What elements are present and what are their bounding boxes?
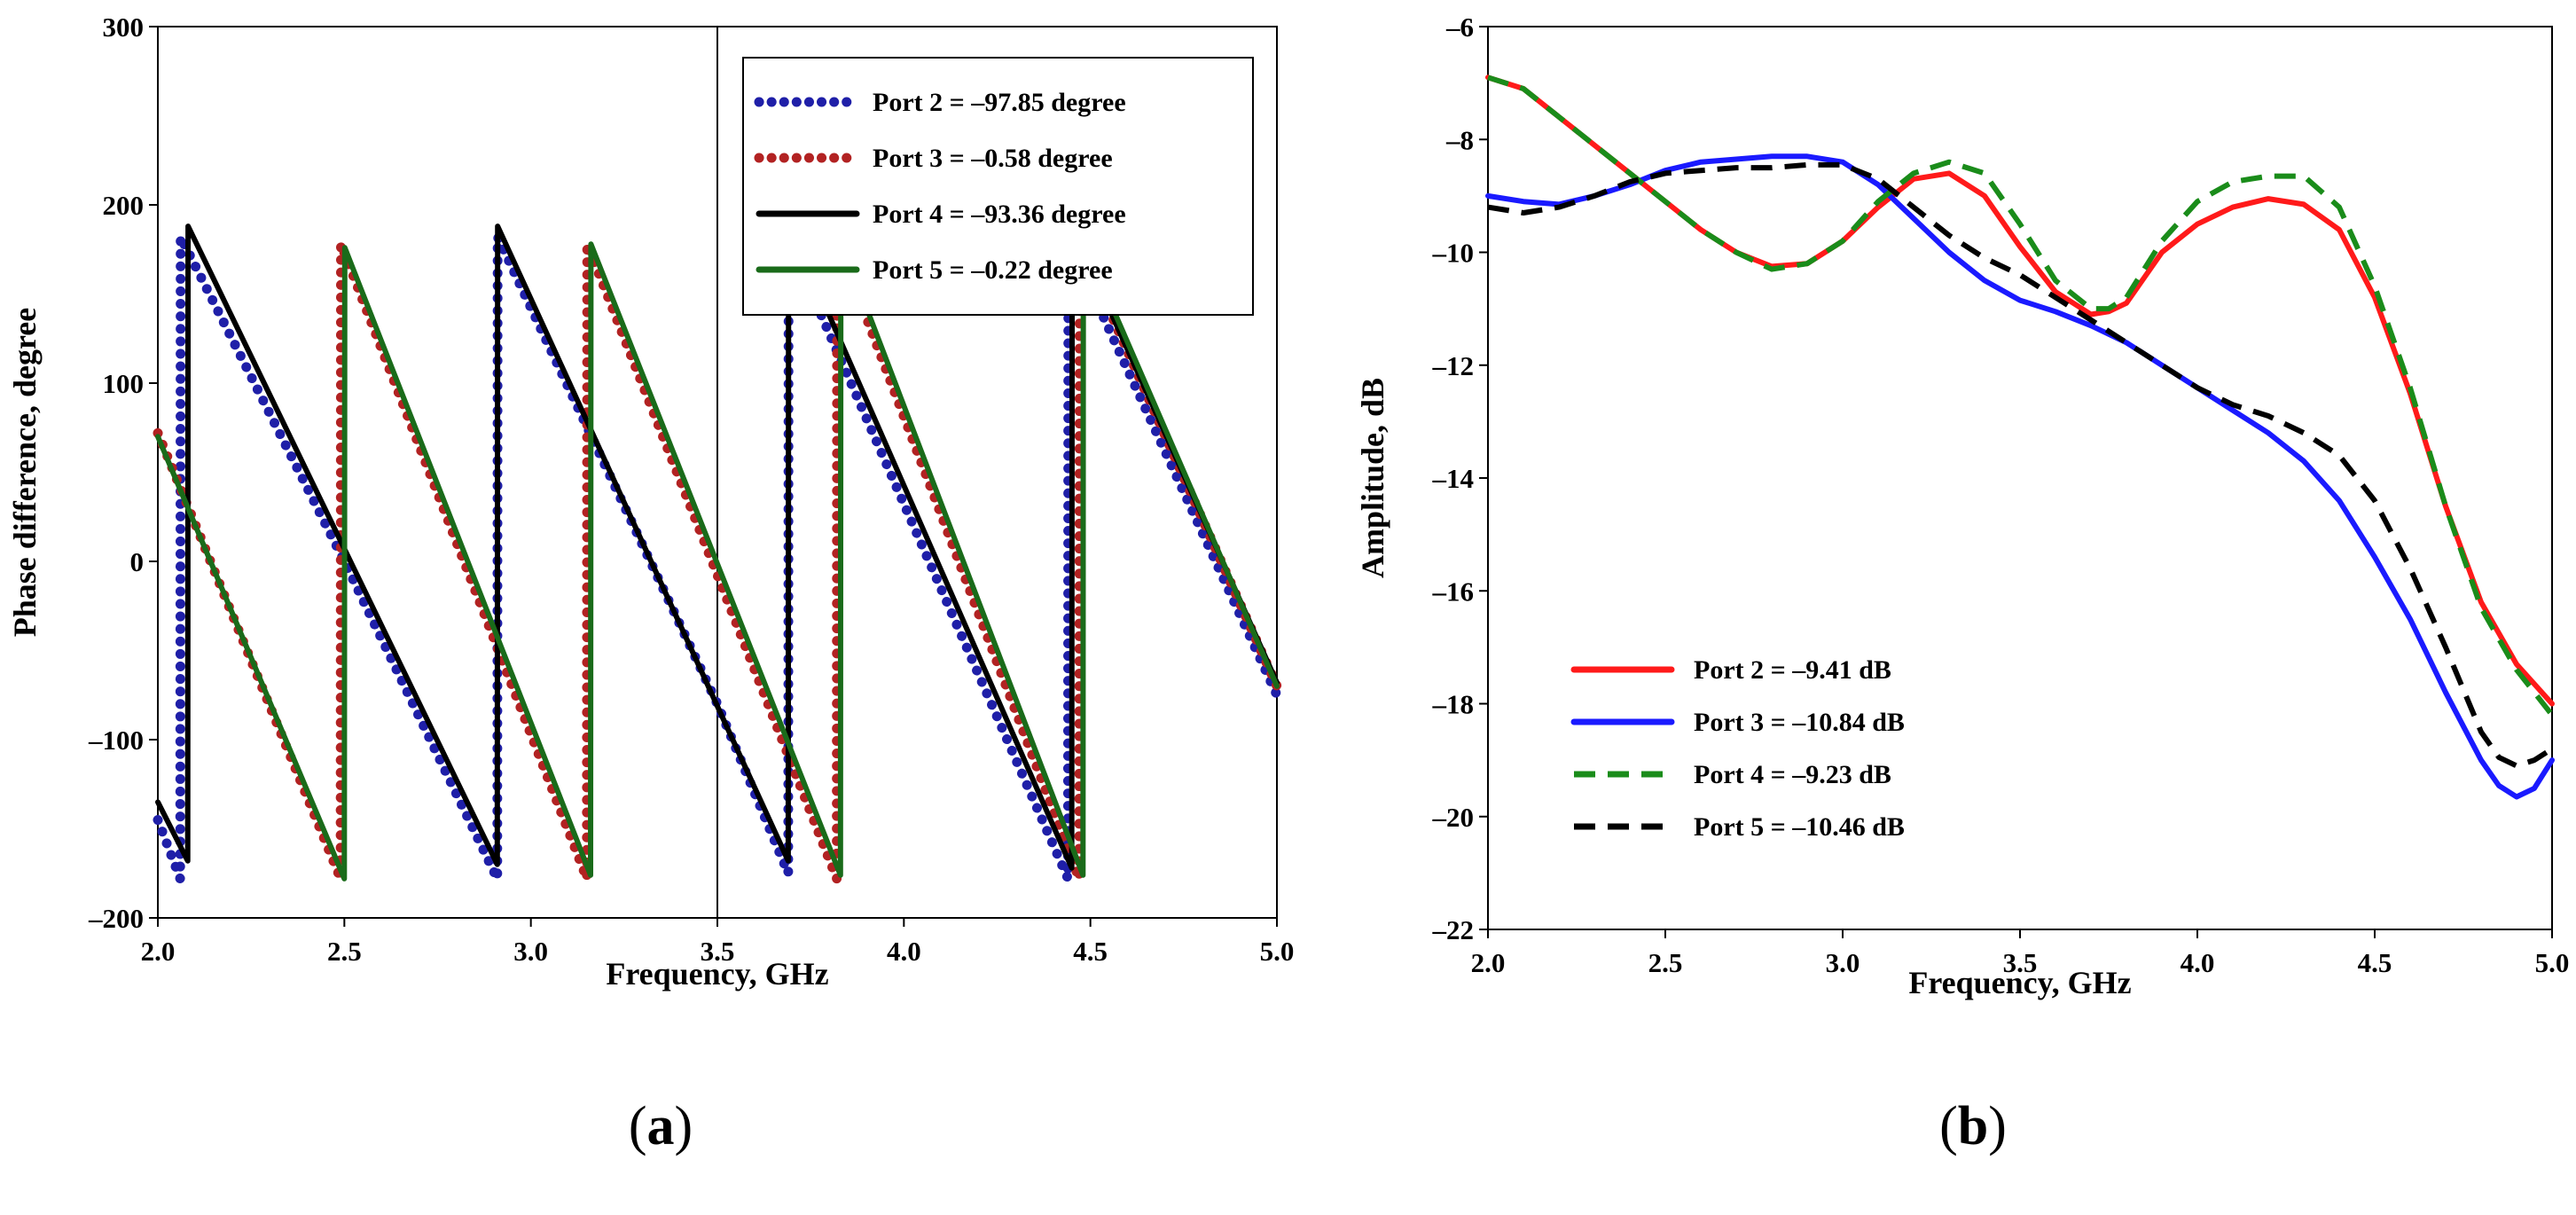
x-axis-label: Frequency, GHz bbox=[606, 956, 828, 992]
y-tick-label: 100 bbox=[103, 368, 145, 399]
x-tick-label: 3.5 bbox=[701, 936, 735, 967]
y-axis-label: Amplitude, dB bbox=[1355, 378, 1390, 578]
y-tick-label: –20 bbox=[1432, 802, 1475, 833]
x-tick-label: 2.0 bbox=[1471, 947, 1506, 978]
x-tick-label: 4.0 bbox=[2181, 947, 2215, 978]
x-tick-label: 3.5 bbox=[2003, 947, 2038, 978]
y-tick-label: –8 bbox=[1445, 124, 1474, 155]
chart-b: 2.0 2.5 3.0 3.5 4.0 4.5 5.0 –22 –20 –18 –16 –14 –12 –… bbox=[1355, 12, 2569, 1156]
y-axis-label: Phase difference, degree bbox=[7, 308, 43, 638]
x-tick-label: 3.0 bbox=[513, 936, 548, 967]
y-tick-label: –100 bbox=[88, 725, 144, 756]
x-tick-label: 3.0 bbox=[1826, 947, 1860, 978]
y-tick-label: –10 bbox=[1432, 238, 1475, 269]
panel-caption: (a) bbox=[629, 1096, 693, 1156]
y-tick-label: –200 bbox=[88, 903, 144, 934]
chart-a: 2.0 2.5 3.0 3.5 4.0 4.5 5.0 –200 –100 0 100 200 300 F… bbox=[7, 12, 1294, 1156]
series-line-5 bbox=[155, 238, 1280, 882]
plot-frame bbox=[1487, 26, 2553, 930]
x-tick-label: 4.0 bbox=[887, 936, 921, 967]
y-tick-label: –12 bbox=[1432, 350, 1475, 381]
x-tick-label: 2.0 bbox=[141, 936, 176, 967]
legend-label-3: Port 3 = –10.84 dB bbox=[1694, 708, 1905, 737]
y-tick-label: –14 bbox=[1432, 463, 1475, 494]
y-tick-label: 200 bbox=[103, 190, 145, 221]
panel-caption: (b) bbox=[1939, 1096, 2007, 1156]
legend: Port 2 = –97.85 degree Port 3 = –0.58 deg… bbox=[742, 57, 1254, 316]
x-tick-label: 4.5 bbox=[2358, 947, 2392, 978]
legend-label-5: Port 5 = –0.22 degree bbox=[873, 255, 1113, 285]
legend-label-2: Port 2 = –97.85 degree bbox=[873, 88, 1126, 117]
series-line-2 bbox=[153, 231, 1282, 884]
y-tick-label: –16 bbox=[1432, 576, 1475, 607]
legend: Port 2 = –9.41 dB Port 3 = –10.84 dB Port … bbox=[1570, 655, 1905, 842]
y-tick-label: 300 bbox=[103, 12, 145, 43]
legend-label-3: Port 3 = –0.58 degree bbox=[873, 144, 1113, 173]
legend-label-4: Port 4 = –9.23 dB bbox=[1694, 760, 1891, 789]
series-line-3 bbox=[153, 235, 1282, 884]
x-tick-label: 5.0 bbox=[2535, 947, 2570, 978]
x-tick-label: 2.5 bbox=[327, 936, 362, 967]
series-line-4 bbox=[1487, 74, 2555, 717]
series-line-4 bbox=[155, 220, 1280, 871]
y-tick-label: –6 bbox=[1445, 12, 1474, 43]
legend-label-5: Port 5 = –10.46 dB bbox=[1694, 812, 1905, 842]
legend-label-2: Port 2 = –9.41 dB bbox=[1694, 655, 1891, 685]
x-axis-label: Frequency, GHz bbox=[1908, 965, 2131, 1000]
x-tick-label: 4.5 bbox=[1073, 936, 1108, 967]
y-tick-label: –18 bbox=[1432, 689, 1475, 720]
series-line-2 bbox=[1485, 74, 2555, 707]
series-line-3 bbox=[1485, 153, 2555, 800]
y-tick-label: –22 bbox=[1432, 914, 1475, 945]
y-tick-label: 0 bbox=[130, 546, 145, 577]
legend-label-4: Port 4 = –93.36 degree bbox=[873, 200, 1126, 229]
x-tick-label: 5.0 bbox=[1260, 936, 1295, 967]
x-tick-label: 2.5 bbox=[1648, 947, 1683, 978]
series-line-5 bbox=[1487, 161, 2554, 769]
